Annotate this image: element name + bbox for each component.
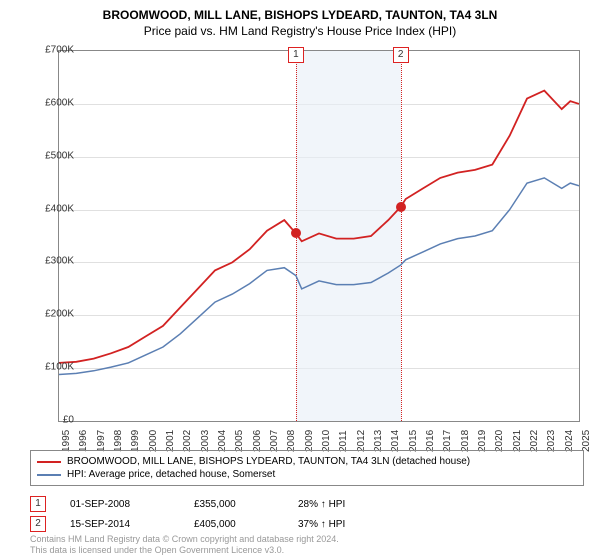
sale-price: £405,000 xyxy=(194,519,274,530)
x-tick-label: 2021 xyxy=(512,430,523,452)
x-tick-label: 2012 xyxy=(356,430,367,452)
x-tick-label: 2007 xyxy=(269,430,280,452)
sale-marker-box: 2 xyxy=(393,47,409,63)
x-tick-label: 2023 xyxy=(546,430,557,452)
legend-label: BROOMWOOD, MILL LANE, BISHOPS LYDEARD, T… xyxy=(67,456,470,467)
sale-diff: 28% ↑ HPI xyxy=(298,499,378,510)
x-tick-label: 2004 xyxy=(217,430,228,452)
y-tick-label: £200K xyxy=(45,309,74,320)
x-tick-label: 2008 xyxy=(286,430,297,452)
x-tick-label: 2003 xyxy=(200,430,211,452)
sale-marker-box: 1 xyxy=(288,47,304,63)
sales-table: 1 01-SEP-2008 £355,000 28% ↑ HPI 2 15-SEP-201… xyxy=(30,494,378,534)
legend-swatch xyxy=(37,474,61,476)
x-tick-label: 1999 xyxy=(130,430,141,452)
chart-container: BROOMWOOD, MILL LANE, BISHOPS LYDEARD, T… xyxy=(0,0,600,560)
x-tick-label: 2009 xyxy=(304,430,315,452)
sale-price: £355,000 xyxy=(194,499,274,510)
x-tick-label: 2005 xyxy=(234,430,245,452)
sale-diff: 37% ↑ HPI xyxy=(298,519,378,530)
x-tick-label: 2016 xyxy=(425,430,436,452)
sale-point xyxy=(291,228,301,238)
sale-date: 15-SEP-2014 xyxy=(70,519,170,530)
x-tick-label: 2014 xyxy=(390,430,401,452)
sale-row: 1 01-SEP-2008 £355,000 28% ↑ HPI xyxy=(30,494,378,514)
x-tick-label: 2020 xyxy=(494,430,505,452)
x-tick-label: 2006 xyxy=(252,430,263,452)
x-tick-label: 2010 xyxy=(321,430,332,452)
x-tick-label: 2018 xyxy=(460,430,471,452)
plot-area: 12 xyxy=(58,50,580,422)
x-tick-label: 2015 xyxy=(408,430,419,452)
chart-subtitle: Price paid vs. HM Land Registry's House … xyxy=(0,24,600,42)
y-tick-label: £400K xyxy=(45,203,74,214)
x-tick-label: 2013 xyxy=(373,430,384,452)
x-tick-label: 2024 xyxy=(564,430,575,452)
footer-line1: Contains HM Land Registry data © Crown c… xyxy=(30,534,339,545)
y-tick-label: £600K xyxy=(45,97,74,108)
chart-title: BROOMWOOD, MILL LANE, BISHOPS LYDEARD, T… xyxy=(0,0,600,24)
x-tick-label: 2025 xyxy=(581,430,592,452)
y-tick-label: £700K xyxy=(45,45,74,56)
sale-number-box: 1 xyxy=(30,496,46,512)
x-tick-label: 2000 xyxy=(148,430,159,452)
sale-row: 2 15-SEP-2014 £405,000 37% ↑ HPI xyxy=(30,514,378,534)
line-series xyxy=(59,51,579,421)
legend-item: BROOMWOOD, MILL LANE, BISHOPS LYDEARD, T… xyxy=(37,455,577,468)
sale-point xyxy=(396,202,406,212)
y-tick-label: £0 xyxy=(63,415,74,426)
x-tick-label: 1995 xyxy=(61,430,72,452)
series-property xyxy=(59,91,579,363)
y-tick-label: £100K xyxy=(45,362,74,373)
x-tick-label: 1997 xyxy=(96,430,107,452)
sale-date: 01-SEP-2008 xyxy=(70,499,170,510)
sale-number-box: 2 xyxy=(30,516,46,532)
x-tick-label: 2022 xyxy=(529,430,540,452)
y-tick-label: £300K xyxy=(45,256,74,267)
x-tick-label: 1996 xyxy=(78,430,89,452)
legend-swatch xyxy=(37,461,61,463)
x-tick-label: 1998 xyxy=(113,430,124,452)
x-tick-label: 2011 xyxy=(338,430,349,452)
x-tick-label: 2002 xyxy=(182,430,193,452)
footer-line2: This data is licensed under the Open Gov… xyxy=(30,545,339,556)
y-tick-label: £500K xyxy=(45,150,74,161)
footer-attribution: Contains HM Land Registry data © Crown c… xyxy=(30,534,339,556)
legend-item: HPI: Average price, detached house, Some… xyxy=(37,468,577,481)
legend-label: HPI: Average price, detached house, Some… xyxy=(67,469,275,480)
x-tick-label: 2001 xyxy=(165,430,176,452)
x-tick-label: 2019 xyxy=(477,430,488,452)
x-tick-label: 2017 xyxy=(442,430,453,452)
legend: BROOMWOOD, MILL LANE, BISHOPS LYDEARD, T… xyxy=(30,450,584,486)
series-hpi xyxy=(59,178,579,375)
